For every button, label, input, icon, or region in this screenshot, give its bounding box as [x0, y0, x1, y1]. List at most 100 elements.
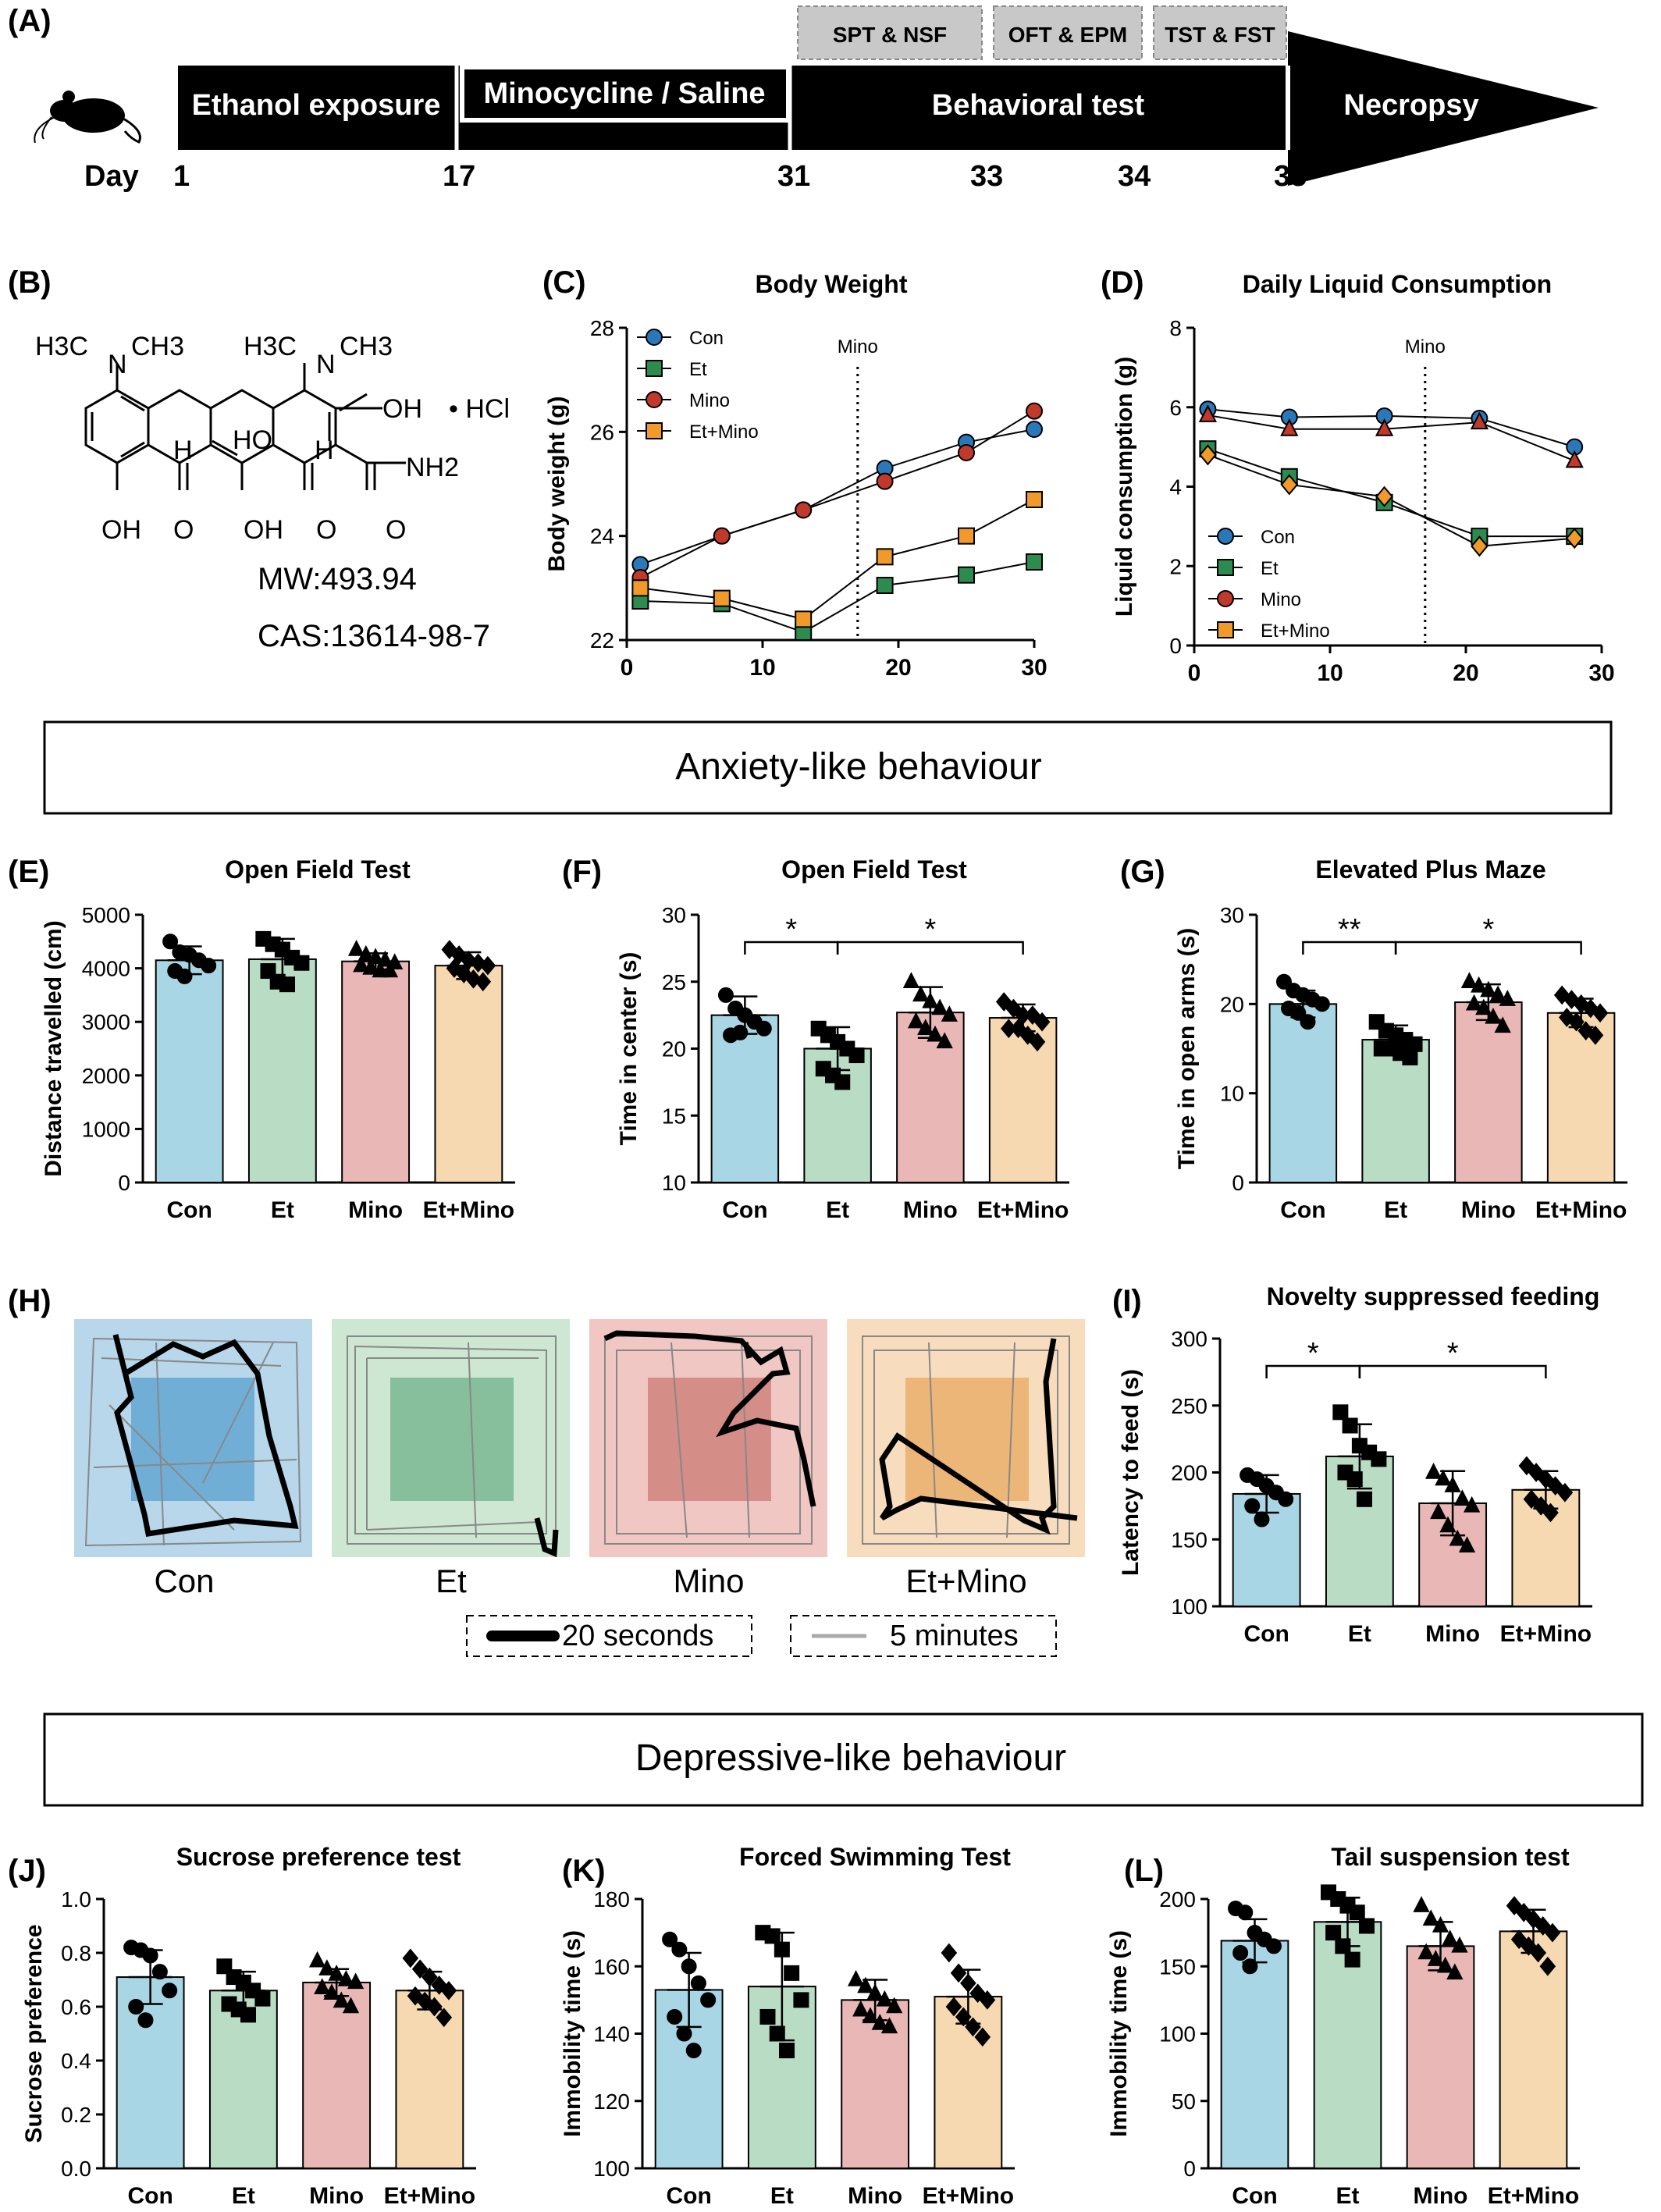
chart-title: Elevated Plus Maze	[1315, 855, 1545, 884]
legend-label: Mino	[689, 390, 730, 411]
minocycline-structure: H3C N CH3 H3C N CH3 OH • HCl H HO H NH2 …	[35, 332, 510, 653]
y-tick-label: 200	[1171, 1461, 1208, 1485]
group-n-2: N	[316, 350, 336, 379]
data-point	[1471, 535, 1488, 557]
group-oh-top: OH	[382, 394, 422, 424]
individual-point	[995, 992, 1012, 1012]
x-tick-label: Mino	[848, 2183, 902, 2209]
legend-marker	[646, 391, 663, 408]
x-tick-label: Et	[1336, 2183, 1360, 2209]
individual-point	[759, 2008, 776, 2025]
individual-point	[950, 1963, 967, 1983]
x-tick-label: Et	[1348, 1621, 1371, 1647]
legend-label: Con	[1261, 527, 1295, 548]
test-label-spt: SPT & NSF	[833, 23, 947, 47]
y-tick-label: 22	[590, 628, 614, 653]
x-tick-label: 20	[885, 655, 911, 681]
x-tick-label: 10	[749, 655, 775, 681]
series-line-et	[1208, 448, 1575, 538]
bar-et	[1361, 1039, 1430, 1183]
y-tick-label: 5000	[82, 903, 130, 927]
individual-point	[1024, 1005, 1041, 1025]
cas-number: CAS:13614-98-7	[258, 619, 490, 653]
y-tick-label: 25	[662, 970, 686, 994]
data-point	[1026, 421, 1043, 438]
individual-point	[857, 1976, 874, 1993]
individual-point	[333, 1991, 350, 2008]
y-tick-label: 30	[662, 903, 686, 927]
y-tick-label: 30	[1220, 903, 1244, 927]
y-tick-label: 120	[593, 2089, 630, 2114]
individual-point	[1539, 1956, 1556, 1976]
individual-point	[907, 1012, 925, 1029]
individual-point	[667, 2008, 683, 2025]
y-tick-label: 100	[593, 2157, 630, 2181]
bar-mino	[302, 1981, 372, 2169]
individual-point	[254, 1990, 271, 2007]
bar-etmino	[1499, 1930, 1568, 2169]
y-tick-label: 300	[1171, 1327, 1208, 1351]
data-point	[1026, 491, 1043, 508]
y-tick-label: 100	[1171, 1595, 1208, 1619]
individual-point	[1523, 1489, 1540, 1510]
y-tick-label: 3000	[82, 1010, 130, 1034]
panel-letter-d: (D)	[1101, 265, 1144, 300]
test-box-spt	[797, 5, 983, 60]
individual-point	[347, 1972, 365, 1990]
bar-con	[1268, 1003, 1338, 1184]
legend-label: Et	[1261, 558, 1279, 579]
significance-label: *	[1482, 913, 1494, 946]
track-etmino: Et+Mino	[847, 1319, 1085, 1599]
bar-mino	[1454, 1001, 1523, 1183]
individual-point	[176, 968, 193, 984]
individual-point	[1332, 1404, 1349, 1421]
chart-l: Tail suspension test 0 50 100 150 200 Immobili…	[1106, 1843, 1580, 2209]
individual-point	[376, 950, 394, 967]
individual-point	[1427, 1950, 1445, 1966]
significance-label: *	[785, 913, 797, 946]
individual-point	[834, 1074, 851, 1090]
bar-mino	[1406, 1945, 1475, 2169]
x-tick-label: Mino	[1425, 1621, 1480, 1647]
x-tick-label: Con	[666, 2183, 711, 2209]
day-35: 35	[1274, 160, 1307, 193]
legend-label: Et+Mino	[1261, 621, 1330, 642]
group-oh-2: OH	[244, 515, 283, 545]
individual-point	[941, 1005, 958, 1022]
individual-point	[912, 985, 930, 1002]
chart-title: Body Weight	[756, 270, 908, 298]
track-con: Con	[74, 1319, 312, 1599]
individual-point	[1237, 1904, 1254, 1921]
x-tick-label: 10	[1317, 660, 1343, 686]
series-line-etmino	[640, 499, 1035, 621]
y-tick-label: 26	[590, 420, 614, 444]
y-tick-label: 1.0	[61, 1887, 91, 1911]
data-point	[876, 548, 894, 566]
individual-point	[162, 1983, 178, 1999]
individual-point	[347, 940, 365, 956]
y-tick-label: 0.0	[61, 2157, 91, 2181]
track-et: Et	[332, 1319, 570, 1599]
individual-point	[1475, 998, 1492, 1015]
legend-label: Mino	[1261, 589, 1301, 610]
individual-point	[1349, 1904, 1365, 1921]
individual-point	[886, 1997, 903, 2014]
x-tick-label: 30	[1021, 655, 1047, 681]
test-box-oft	[993, 5, 1143, 60]
group-h3c-1: H3C	[35, 332, 88, 361]
data-point	[876, 577, 894, 594]
mouse-icon	[34, 91, 141, 144]
significance-bracket	[1394, 941, 1582, 955]
legend-label: Et+Mino	[689, 421, 759, 443]
individual-point	[279, 976, 296, 993]
x-tick-label: Con	[1232, 2183, 1277, 2209]
panel-letter-e: (E)	[8, 855, 49, 889]
panel-letter-b: (B)	[8, 265, 52, 300]
group-o-2: O	[316, 515, 336, 545]
y-tick-label: 160	[593, 1954, 630, 1979]
day-33: 33	[970, 160, 1003, 193]
data-point	[958, 444, 975, 461]
x-tick-label: Con	[166, 1197, 212, 1223]
